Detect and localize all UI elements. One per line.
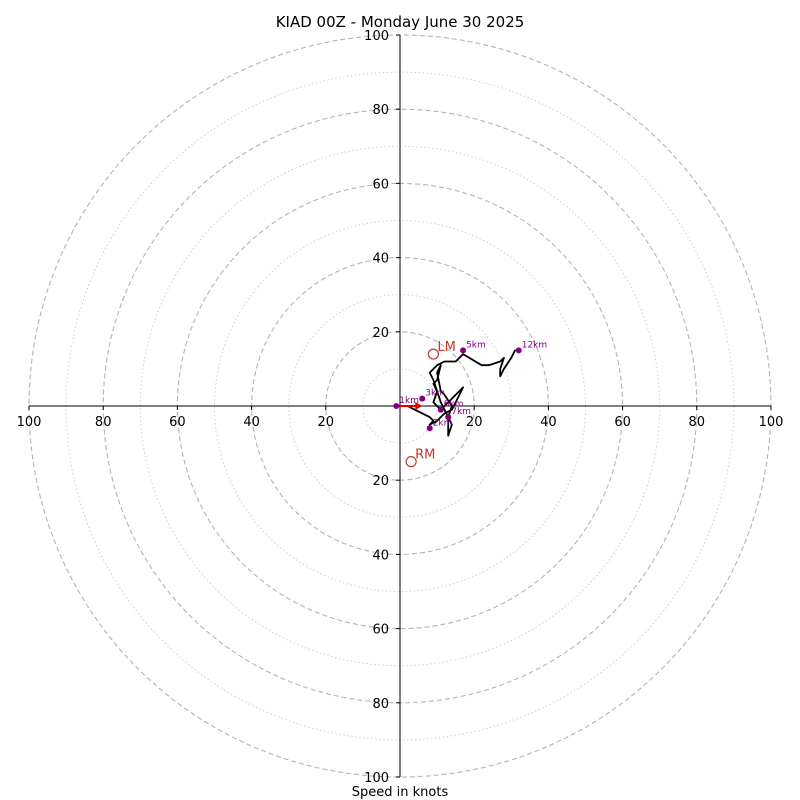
mean-wind-arrowhead [415,402,423,410]
height-marker-label: 6km [444,400,464,410]
y-tick-label: 80 [372,697,389,712]
height-marker [460,347,467,354]
height-marker [419,395,426,402]
storm-motion-marker [427,348,439,360]
height-marker-label: 1km [399,396,419,406]
height-marker [426,425,433,432]
y-tick-label: 20 [372,474,389,489]
x-tick-label: 60 [614,415,631,430]
x-tick-label: 80 [95,415,112,430]
hodograph-trace-group [395,349,516,437]
chart-title: KIAD 00Z - Monday June 30 2025 [276,13,525,31]
storm-motion-label: RM [415,448,435,463]
y-tick-label: 20 [372,326,389,341]
height-marker-label: 5km [466,340,486,350]
axis-ticks: 100 80 60 40 20 20 40 60 80 100 100 80 60 40 20 20 40 60 8… [17,29,784,786]
x-tick-label: 20 [318,415,335,430]
storm-motion-marker [405,456,417,468]
x-axis-label: Speed in knots [352,785,449,800]
y-tick-label: 40 [372,252,389,267]
x-tick-label: 20 [466,415,483,430]
hodograph-trace [395,349,516,437]
y-tick-label: 100 [364,29,389,44]
y-tick-label: 100 [364,771,389,786]
x-tick-label: 40 [243,415,260,430]
x-tick-label: 100 [759,415,784,430]
storm-motion-label: LM [437,340,455,355]
y-tick-label: 60 [372,623,389,638]
x-tick-label: 60 [169,415,186,430]
y-tick-label: 80 [372,103,389,118]
x-tick-label: 100 [17,415,42,430]
y-tick-label: 40 [372,548,389,563]
height-marker [445,414,452,421]
height-marker-label: 3km [425,389,445,399]
height-marker-label: 12km [522,340,547,350]
height-marker [393,403,400,409]
height-marker-label: 7km [451,407,471,417]
x-tick-label: 40 [540,415,557,430]
height-marker [515,347,522,354]
height-marker-label: 2km [433,418,453,428]
height-marker [437,406,444,413]
y-tick-label: 60 [372,177,389,192]
x-tick-label: 80 [689,415,706,430]
